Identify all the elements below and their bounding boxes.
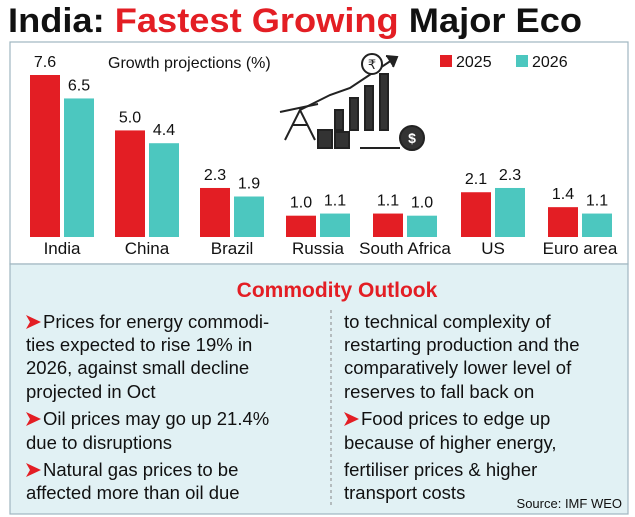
x-tick-label: Russia <box>292 239 345 258</box>
bar <box>548 207 578 237</box>
value-label: 4.4 <box>153 122 175 139</box>
outlook-line: 2026, against small decline <box>26 357 249 378</box>
outlook-line: transport costs <box>344 482 465 503</box>
legend-label: 2026 <box>532 54 568 71</box>
bar <box>582 213 612 237</box>
outlook-line: reserves to fall back on <box>344 381 534 402</box>
outlook-line: affected more than oil due <box>26 482 240 503</box>
value-label: 1.4 <box>552 186 574 203</box>
bar <box>200 187 230 237</box>
chart-subtitle: Growth projections (%) <box>108 55 271 72</box>
value-label: 1.9 <box>238 176 260 193</box>
bar <box>115 130 145 237</box>
outlook-line: Natural gas prices to be <box>43 459 238 480</box>
bar <box>320 213 350 237</box>
value-label: 1.1 <box>377 193 399 210</box>
bar <box>286 215 316 237</box>
bar <box>407 215 437 237</box>
outlook-title: Commodity Outlook <box>237 279 438 302</box>
illustration: ₹ $ <box>279 53 425 151</box>
legend-label: 2025 <box>456 54 492 71</box>
title-part: India: <box>8 2 105 40</box>
value-label: 1.0 <box>290 195 312 212</box>
bar <box>64 98 94 238</box>
legend-swatch <box>516 55 528 67</box>
bullet <box>344 412 359 426</box>
outlook-line: Food prices to edge up <box>361 408 550 429</box>
outlook-line: ties expected to rise 19% in <box>26 334 252 355</box>
bar <box>149 143 179 237</box>
bar <box>30 75 60 237</box>
bullet <box>26 412 41 426</box>
value-label: 7.6 <box>34 54 56 71</box>
value-label: 2.1 <box>465 171 487 188</box>
value-label: 1.0 <box>411 195 433 212</box>
bar <box>461 192 491 237</box>
outlook-line: due to disruptions <box>26 432 172 453</box>
value-label: 5.0 <box>119 109 141 126</box>
outlook-line: to technical complexity of <box>344 311 552 332</box>
x-tick-label: India <box>44 239 81 258</box>
value-label: 1.1 <box>324 193 346 210</box>
bar <box>373 213 403 237</box>
source: Source: IMF WEO <box>517 496 622 511</box>
value-label: 2.3 <box>499 167 521 184</box>
bar <box>234 196 264 237</box>
title: India: Fastest Growing Major Eco <box>8 2 582 40</box>
svg-text:$: $ <box>408 130 416 146</box>
outlook-line: projected in Oct <box>26 381 156 402</box>
value-label: 1.1 <box>586 193 608 210</box>
bar <box>495 187 525 237</box>
value-label: 2.3 <box>204 167 226 184</box>
x-tick-label: China <box>125 239 170 258</box>
title-part: Fastest Growing <box>115 2 399 40</box>
bullet <box>26 315 41 329</box>
x-tick-label: Euro area <box>543 239 618 258</box>
x-tick-label: Brazil <box>211 239 254 258</box>
svg-text:₹: ₹ <box>368 57 376 72</box>
x-tick-label: South Africa <box>359 239 451 258</box>
outlook-line: Prices for energy commodi- <box>43 311 269 332</box>
outlook-panel <box>9 263 629 515</box>
value-label: 6.5 <box>68 77 90 94</box>
outlook-line: fertiliser prices & higher <box>344 459 537 480</box>
legend-swatch <box>440 55 452 67</box>
outlook-line: restarting production and the <box>344 334 580 355</box>
title-part: Major Eco <box>409 2 582 40</box>
outlook-line: comparatively lower level of <box>344 357 572 378</box>
outlook-line: because of higher energy, <box>344 432 557 453</box>
bullet <box>26 463 41 477</box>
x-tick-label: US <box>481 239 505 258</box>
outlook-line: Oil prices may go up 21.4% <box>43 408 269 429</box>
